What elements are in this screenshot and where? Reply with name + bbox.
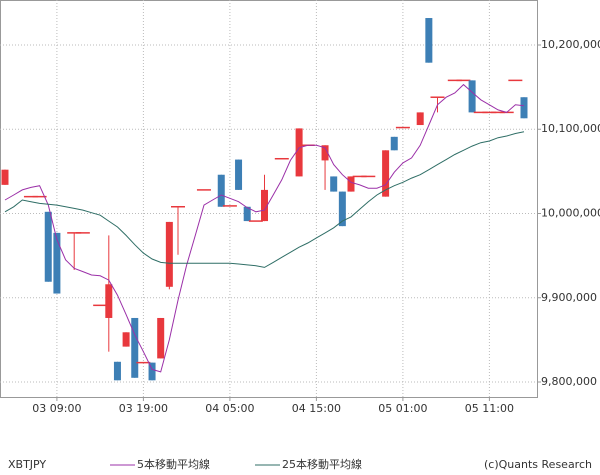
candle-body bbox=[165, 221, 173, 287]
x-tick-label: 04 15:00 bbox=[292, 402, 341, 415]
candle-body bbox=[382, 150, 390, 197]
candle-body bbox=[1, 169, 9, 185]
candle-body bbox=[53, 232, 61, 294]
candle-body bbox=[122, 332, 130, 347]
candle-body bbox=[416, 112, 424, 126]
candle-body bbox=[261, 189, 268, 222]
credit: (c)Quants Research bbox=[484, 458, 592, 471]
candle-body bbox=[347, 176, 355, 192]
x-tick-label: 05 11:00 bbox=[465, 402, 514, 415]
candle-body bbox=[243, 206, 251, 222]
x-tick-label: 03 09:00 bbox=[32, 402, 81, 415]
candle-body bbox=[295, 128, 303, 177]
candle-body bbox=[425, 18, 433, 63]
candle-body bbox=[217, 174, 225, 207]
symbol-label: XBTJPY bbox=[8, 458, 46, 471]
candle-body bbox=[113, 361, 121, 381]
candle-body bbox=[520, 97, 528, 119]
ma-line bbox=[4, 83, 525, 373]
x-tick-label: 05 01:00 bbox=[378, 402, 427, 415]
candle-body bbox=[390, 136, 398, 151]
candle-body bbox=[44, 211, 52, 282]
candle-body bbox=[321, 145, 329, 161]
y-tick-label: 10,100,000 bbox=[541, 122, 600, 135]
candle-body bbox=[338, 191, 346, 227]
candle-body bbox=[131, 317, 139, 378]
plot-frame bbox=[0, 0, 538, 398]
legend-label: 25本移動平均線 bbox=[282, 457, 362, 471]
candle-body bbox=[157, 317, 165, 359]
ma-line bbox=[4, 131, 525, 268]
candle-body bbox=[468, 80, 476, 113]
y-tick-label: 9,900,000 bbox=[541, 291, 597, 304]
candle-body bbox=[330, 176, 338, 192]
x-tick-label: 03 19:00 bbox=[119, 402, 168, 415]
legend-label: 5本移動平均線 bbox=[137, 457, 210, 471]
candle-body bbox=[105, 284, 113, 318]
candle-body bbox=[148, 362, 156, 381]
x-tick-label: 04 05:00 bbox=[205, 402, 254, 415]
candle-body bbox=[235, 159, 243, 190]
y-tick-label: 10,000,000 bbox=[541, 206, 600, 219]
y-tick-label: 10,200,000 bbox=[541, 38, 600, 51]
y-tick-label: 9,800,000 bbox=[541, 375, 597, 388]
